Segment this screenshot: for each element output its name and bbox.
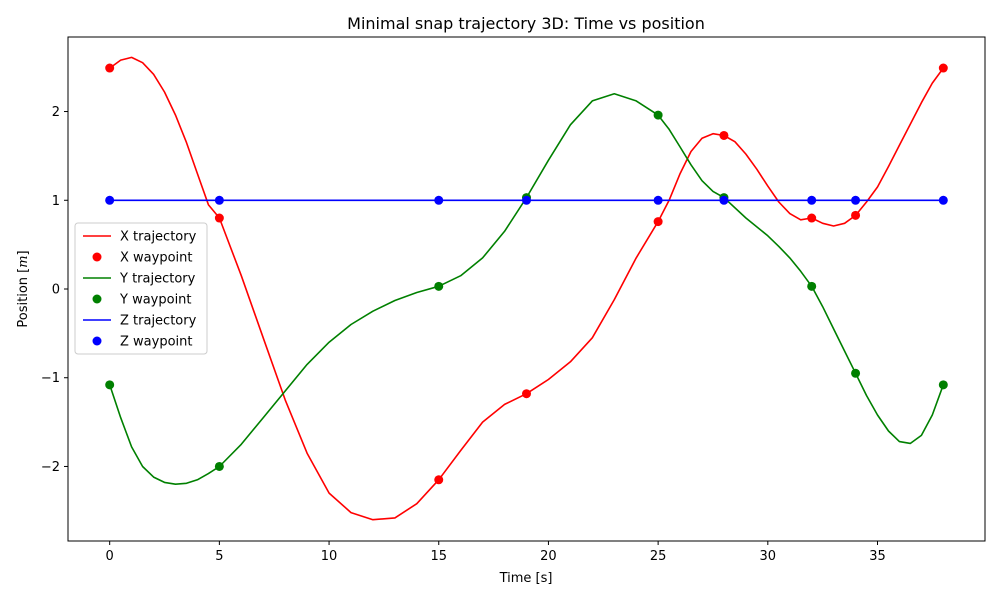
x-tick-label: 25 <box>650 549 667 564</box>
y-waypoint-point <box>653 110 663 120</box>
y-axis: −2 −1 0 1 2 <box>41 105 68 475</box>
legend-swatch <box>92 252 102 262</box>
z-waypoint-point <box>719 195 729 205</box>
plot-area <box>105 56 948 521</box>
x-tick-label: 5 <box>215 549 223 564</box>
y-tick-label: 2 <box>52 105 60 120</box>
z-waypoint-point <box>105 195 115 205</box>
z-waypoint-point <box>653 195 663 205</box>
x-waypoint-point <box>938 63 948 73</box>
x-tick-label: 30 <box>760 549 777 564</box>
z-waypoint-point <box>807 195 817 205</box>
legend-box <box>74 222 208 355</box>
y-waypoint-point <box>938 380 948 390</box>
x-waypoint-point <box>653 217 663 227</box>
y-waypoint-point <box>434 281 444 291</box>
legend-swatch <box>92 294 102 304</box>
z-waypoint-point <box>851 195 861 205</box>
y-tick-label: 0 <box>52 283 60 298</box>
x-waypoint-point <box>105 63 115 73</box>
y-trajectory-line <box>108 93 945 486</box>
x-trajectory-line <box>109 56 944 521</box>
x-tick-label: 15 <box>430 549 447 564</box>
y-axis-label-prefix: Position [ <box>16 268 31 328</box>
legend-entry-y-waypoint: Y waypoint <box>119 293 192 308</box>
y-waypoint-point <box>105 380 115 390</box>
legend: X trajectory X waypoint Y trajectory Y wayp… <box>74 222 208 355</box>
x-waypoint-point <box>807 213 817 223</box>
x-tick-label: 0 <box>106 549 114 564</box>
legend-entry-x-trajectory: X trajectory <box>120 230 197 245</box>
x-waypoint-point <box>719 130 729 140</box>
y-tick-label: −2 <box>41 460 60 475</box>
y-tick-label: −1 <box>41 371 60 386</box>
x-waypoint-point <box>851 210 861 220</box>
x-tick-label: 35 <box>869 549 886 564</box>
z-waypoint-point <box>434 195 444 205</box>
y-axis-label-unit: m <box>16 255 31 267</box>
x-waypoint-point <box>434 475 444 485</box>
x-axis-label: Time [s] <box>499 571 553 586</box>
y-waypoint-point <box>851 368 861 378</box>
x-tick-label: 10 <box>321 549 338 564</box>
x-waypoint-point <box>522 389 531 399</box>
legend-entry-x-waypoint: X waypoint <box>120 251 192 266</box>
z-waypoint-point <box>522 195 531 205</box>
legend-entry-y-trajectory: Y trajectory <box>119 272 196 287</box>
legend-swatch <box>92 336 102 346</box>
y-axis-label: Position [m] <box>16 250 31 327</box>
z-waypoint-point <box>938 195 948 205</box>
x-waypoint-point <box>214 213 224 223</box>
x-tick-label: 20 <box>540 549 557 564</box>
x-axis: 0 5 10 15 20 25 30 35 <box>106 541 886 564</box>
chart-title: Minimal snap trajectory 3D: Time vs posi… <box>347 14 705 33</box>
y-axis-label-suffix: ] <box>16 250 31 255</box>
legend-entry-z-waypoint: Z waypoint <box>120 335 192 350</box>
y-tick-label: 1 <box>52 194 60 209</box>
y-waypoint-point <box>807 281 817 291</box>
legend-entry-z-trajectory: Z trajectory <box>120 314 197 329</box>
z-waypoint-point <box>214 195 224 205</box>
y-waypoint-point <box>214 461 224 471</box>
